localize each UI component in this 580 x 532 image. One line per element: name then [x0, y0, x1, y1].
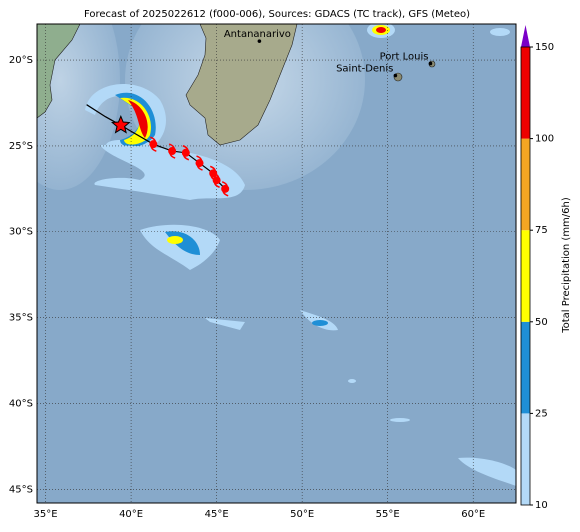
colorbar-frame [520, 46, 531, 506]
shelf [37, 24, 120, 190]
madagascar [185, 24, 298, 146]
y-tick-label: 30°S [9, 227, 33, 238]
storm-position [111, 114, 131, 134]
colorbar-segment [521, 138, 530, 231]
colorbar-tick-label: 150 [535, 42, 554, 53]
storm-position [195, 159, 204, 168]
city-marker [428, 61, 433, 66]
colorbar-tick-label: 75 [535, 225, 548, 236]
y-tick-label: 35°S [9, 313, 33, 324]
y-tick-label: 20°S [9, 55, 33, 66]
x-tick-label: 40°E [119, 509, 143, 520]
storm-position [221, 184, 230, 193]
colorbar-extend [521, 25, 530, 47]
storm-position [168, 147, 177, 156]
x-tick-label: 50°E [290, 509, 314, 520]
title: Forecast of 2025022612 (f000-006), Sourc… [84, 9, 470, 20]
colorbar-tick-label: 25 [535, 408, 548, 419]
y-tick-label: 40°S [9, 398, 33, 409]
colorbar-tick-label: 50 [535, 317, 548, 328]
storm-symbol [168, 143, 176, 159]
colorbar-segment [521, 230, 530, 322]
x-tick-label: 45°E [205, 509, 229, 520]
city-marker [257, 39, 262, 43]
y-tick-label: 25°S [9, 141, 33, 152]
track [86, 104, 230, 197]
colorbar-segment [521, 321, 530, 414]
storm-symbol [196, 155, 203, 171]
colorbar: 10 25 50 75 100 150 [520, 25, 554, 511]
colorbar-label: Total Precipitation (mm/6h) [561, 197, 572, 334]
city-label: Antananarivo [224, 29, 291, 40]
storm-symbol [213, 172, 220, 188]
colorbar-segment [521, 47, 530, 139]
grid [37, 24, 516, 503]
colorbar-segment [521, 413, 530, 505]
storm-position [209, 169, 218, 178]
colorbar-tick-label: 100 [535, 134, 554, 145]
city-label: Port Louis [380, 51, 429, 62]
map [37, 24, 516, 503]
storm-position [181, 148, 190, 157]
storm-position [149, 140, 158, 149]
x-tick-label: 60°E [461, 509, 485, 520]
y-tick-label: 45°S [9, 484, 33, 495]
city-marker [393, 73, 398, 78]
storm-symbol [150, 136, 157, 152]
colorbar-tick-label: 10 [535, 500, 548, 511]
africa [37, 24, 81, 119]
x-tick-label: 55°E [376, 509, 400, 520]
x-tick-label: 35°E [34, 509, 58, 520]
city-label: Saint-Denis [336, 64, 393, 75]
precipitation [85, 24, 516, 486]
storm-position [212, 176, 221, 185]
storm-symbol [221, 181, 229, 197]
map-frame [36, 23, 517, 504]
storm-symbol [182, 145, 190, 161]
